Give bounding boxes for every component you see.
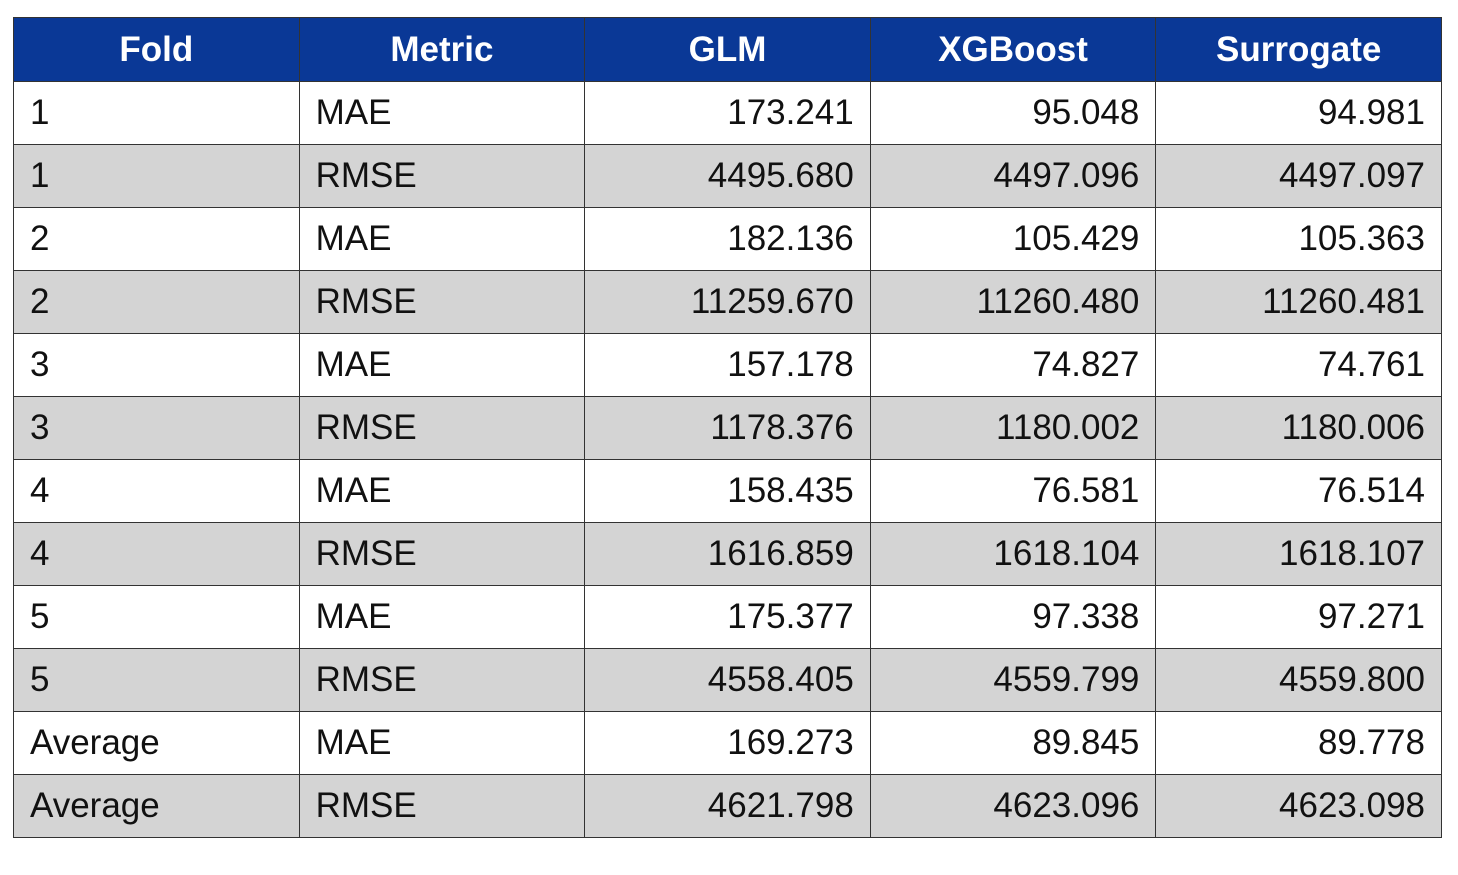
value-cell: 11260.481 — [1155, 270, 1442, 334]
value-cell: 1180.002 — [869, 396, 1157, 460]
label-cell: 3 — [13, 396, 300, 460]
value-cell: 4497.097 — [1155, 144, 1442, 208]
value-cell: 97.338 — [869, 585, 1157, 649]
table-row: Average RMSE 4621.798 4623.096 4623.098 — [13, 774, 1442, 838]
label-cell: RMSE — [298, 270, 586, 334]
table-row: 5 MAE 175.377 97.338 97.271 — [13, 585, 1442, 649]
table-row: Average MAE 169.273 89.845 89.778 — [13, 711, 1442, 775]
value-cell: 89.845 — [869, 711, 1157, 775]
value-cell: 89.778 — [1155, 711, 1442, 775]
label-cell: Average — [13, 774, 300, 838]
table-body: 1 MAE 173.241 95.048 94.981 1 RMSE 4495.680 4497… — [13, 81, 1442, 838]
value-cell: 157.178 — [584, 333, 871, 397]
value-cell: 1618.104 — [869, 522, 1157, 586]
value-cell: 4623.096 — [869, 774, 1157, 838]
value-cell: 97.271 — [1155, 585, 1442, 649]
label-cell: 5 — [13, 648, 300, 712]
value-cell: 1616.859 — [584, 522, 871, 586]
table-row: 2 RMSE 11259.670 11260.480 11260.481 — [13, 270, 1442, 334]
value-cell: 4497.096 — [869, 144, 1157, 208]
table-row: 5 RMSE 4558.405 4559.799 4559.800 — [13, 648, 1442, 712]
column-header: Surrogate — [1155, 17, 1442, 82]
value-cell: 1180.006 — [1155, 396, 1442, 460]
value-cell: 105.363 — [1155, 207, 1442, 271]
value-cell: 11260.480 — [869, 270, 1157, 334]
label-cell: RMSE — [298, 774, 586, 838]
label-cell: MAE — [298, 459, 586, 523]
value-cell: 175.377 — [584, 585, 871, 649]
label-cell: RMSE — [298, 396, 586, 460]
value-cell: 1178.376 — [584, 396, 871, 460]
table-row: 3 RMSE 1178.376 1180.002 1180.006 — [13, 396, 1442, 460]
table-row: 3 MAE 157.178 74.827 74.761 — [13, 333, 1442, 397]
label-cell: RMSE — [298, 648, 586, 712]
value-cell: 4621.798 — [584, 774, 871, 838]
metrics-table: Fold Metric GLM XGBoost Surrogate 1 MAE 173.24… — [13, 17, 1442, 838]
value-cell: 95.048 — [869, 81, 1157, 145]
value-cell: 4559.799 — [869, 648, 1157, 712]
label-cell: 1 — [13, 144, 300, 208]
value-cell: 74.761 — [1155, 333, 1442, 397]
label-cell: RMSE — [298, 144, 586, 208]
label-cell: Average — [13, 711, 300, 775]
table-row: 1 MAE 173.241 95.048 94.981 — [13, 81, 1442, 145]
label-cell: 2 — [13, 270, 300, 334]
column-header: GLM — [584, 17, 871, 82]
header-row: Fold Metric GLM XGBoost Surrogate — [13, 17, 1442, 82]
value-cell: 182.136 — [584, 207, 871, 271]
column-header: Metric — [298, 17, 586, 82]
column-header: XGBoost — [869, 17, 1157, 82]
value-cell: 4623.098 — [1155, 774, 1442, 838]
value-cell: 105.429 — [869, 207, 1157, 271]
column-header: Fold — [13, 17, 300, 82]
table-row: 4 MAE 158.435 76.581 76.514 — [13, 459, 1442, 523]
label-cell: 5 — [13, 585, 300, 649]
table-row: 4 RMSE 1616.859 1618.104 1618.107 — [13, 522, 1442, 586]
value-cell: 76.514 — [1155, 459, 1442, 523]
value-cell: 1618.107 — [1155, 522, 1442, 586]
value-cell: 173.241 — [584, 81, 871, 145]
value-cell: 11259.670 — [584, 270, 871, 334]
table-row: 1 RMSE 4495.680 4497.096 4497.097 — [13, 144, 1442, 208]
value-cell: 4495.680 — [584, 144, 871, 208]
label-cell: 2 — [13, 207, 300, 271]
value-cell: 169.273 — [584, 711, 871, 775]
label-cell: MAE — [298, 711, 586, 775]
table-header: Fold Metric GLM XGBoost Surrogate — [13, 17, 1442, 82]
value-cell: 74.827 — [869, 333, 1157, 397]
value-cell: 4559.800 — [1155, 648, 1442, 712]
value-cell: 76.581 — [869, 459, 1157, 523]
label-cell: 4 — [13, 522, 300, 586]
value-cell: 158.435 — [584, 459, 871, 523]
value-cell: 4558.405 — [584, 648, 871, 712]
label-cell: RMSE — [298, 522, 586, 586]
label-cell: MAE — [298, 585, 586, 649]
table-row: 2 MAE 182.136 105.429 105.363 — [13, 207, 1442, 271]
label-cell: 1 — [13, 81, 300, 145]
label-cell: 3 — [13, 333, 300, 397]
label-cell: MAE — [298, 81, 586, 145]
label-cell: MAE — [298, 207, 586, 271]
label-cell: 4 — [13, 459, 300, 523]
label-cell: MAE — [298, 333, 586, 397]
value-cell: 94.981 — [1155, 81, 1442, 145]
